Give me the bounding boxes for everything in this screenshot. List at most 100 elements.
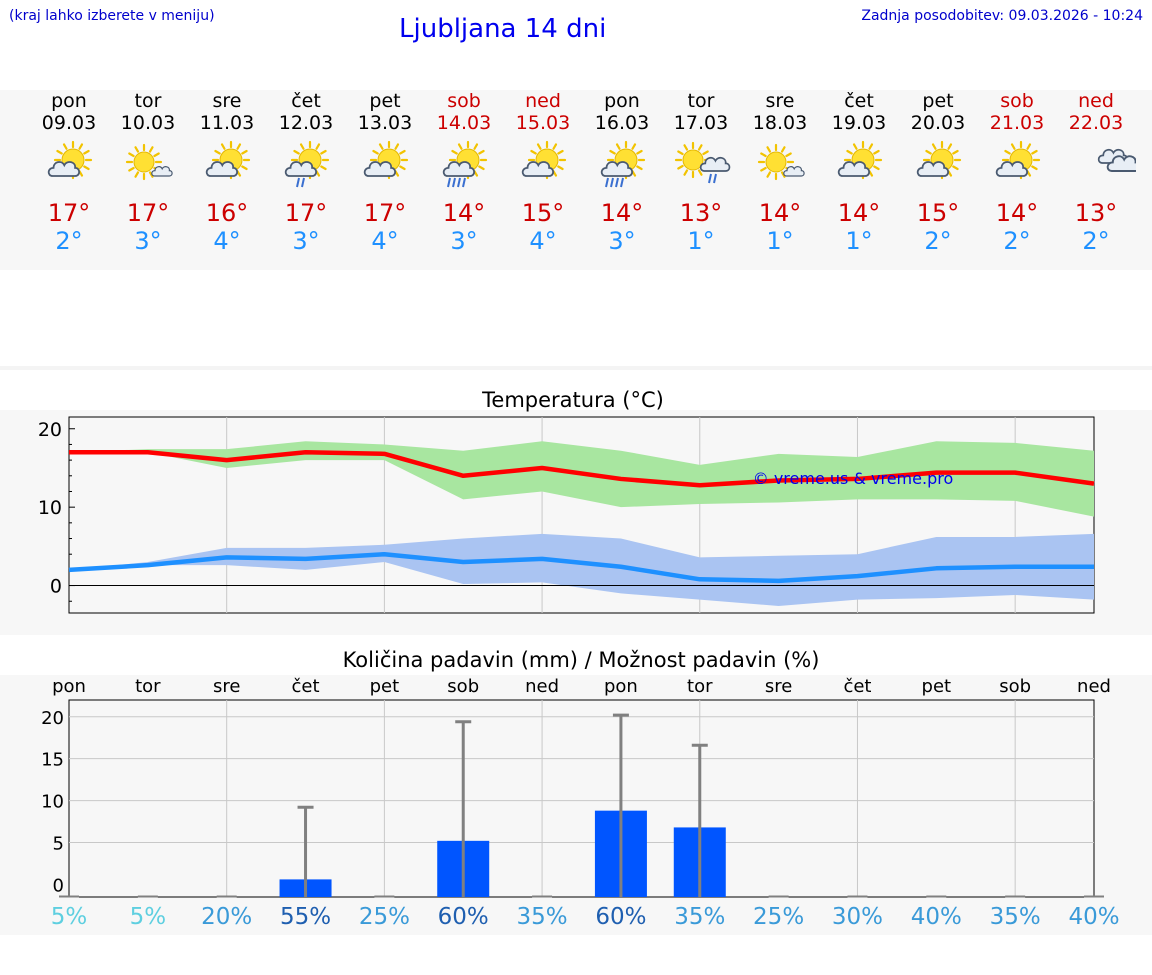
temp-min: 3° bbox=[450, 227, 478, 255]
light-rain-icon bbox=[296, 177, 305, 188]
sun-cloud-shower-icon bbox=[674, 141, 731, 184]
precip-day-label: sob bbox=[447, 676, 480, 697]
cloud-icon bbox=[837, 161, 871, 177]
temp-min: 1° bbox=[766, 227, 794, 255]
precip-day-label: pon bbox=[52, 676, 86, 697]
precip-probability: 55% bbox=[279, 904, 332, 930]
cloud-icon bbox=[151, 166, 173, 177]
temp-min: 2° bbox=[55, 227, 83, 255]
day-name: tor bbox=[134, 90, 162, 112]
day-date: 18.03 bbox=[752, 112, 808, 134]
min-range-band bbox=[69, 533, 1094, 606]
precip-probability: 30% bbox=[831, 904, 884, 930]
temp-max: 15° bbox=[521, 199, 565, 227]
day-name: sob bbox=[447, 90, 481, 112]
sun-cloud-light-rain-icon bbox=[284, 140, 330, 188]
cloud-icon bbox=[916, 161, 950, 177]
temp-min: 4° bbox=[213, 227, 241, 255]
rain-icon bbox=[447, 177, 466, 188]
precipitation-chart-title: Količina padavin (mm) / Možnost padavin … bbox=[342, 648, 820, 672]
max-temp-line bbox=[69, 450, 1095, 488]
temp-min: 3° bbox=[608, 227, 636, 255]
precip-day-label: pet bbox=[369, 676, 400, 697]
cloud-icon bbox=[995, 161, 1029, 177]
day-date: 09.03 bbox=[41, 112, 97, 134]
temp-max: 17° bbox=[126, 199, 170, 227]
precip-probability: 40% bbox=[1068, 904, 1120, 930]
divider bbox=[0, 366, 1152, 370]
precip-day-label: čet bbox=[291, 676, 320, 697]
precip-probability: 25% bbox=[358, 904, 410, 930]
temp-max: 15° bbox=[916, 199, 960, 227]
day-date: 21.03 bbox=[989, 112, 1045, 134]
sun-cloud-rain-icon bbox=[600, 140, 646, 188]
temp-min: 1° bbox=[845, 227, 873, 255]
precip-day-label: ned bbox=[1077, 676, 1111, 697]
y-tick-label: 10 bbox=[41, 792, 64, 813]
day-date: 13.03 bbox=[357, 112, 413, 134]
precip-probability: 25% bbox=[753, 904, 805, 930]
temp-max: 14° bbox=[442, 199, 486, 227]
temp-min: 2° bbox=[924, 227, 952, 255]
day-name: pet bbox=[369, 90, 401, 112]
precip-day-label: sob bbox=[999, 676, 1032, 697]
cloud-icon bbox=[442, 161, 476, 177]
y-tick-label: 10 bbox=[38, 497, 62, 519]
day-date: 20.03 bbox=[910, 112, 966, 134]
day-date: 10.03 bbox=[120, 112, 176, 134]
temp-max: 14° bbox=[837, 199, 881, 227]
temp-min: 3° bbox=[134, 227, 162, 255]
day-name: ned bbox=[1078, 90, 1114, 112]
cloud-icon bbox=[783, 166, 805, 177]
y-tick-label: 0 bbox=[53, 875, 64, 896]
sun-icon bbox=[674, 141, 712, 179]
sun-cloud-rain-icon bbox=[442, 140, 488, 188]
cloud-icon bbox=[1106, 155, 1136, 172]
precip-probability: 40% bbox=[910, 904, 962, 930]
day-date: 14.03 bbox=[436, 112, 492, 134]
day-name: sre bbox=[765, 90, 795, 112]
plot-area bbox=[68, 699, 1095, 898]
precip-probability: 60% bbox=[595, 904, 647, 930]
precip-probability: 5% bbox=[129, 904, 167, 930]
temperature-chart-title: Temperatura (°C) bbox=[482, 388, 664, 412]
cloud-icon bbox=[363, 161, 397, 177]
precip-day-label: čet bbox=[843, 676, 872, 697]
partly-cloudy-sun-icon bbox=[837, 140, 883, 180]
day-date: 19.03 bbox=[831, 112, 887, 134]
temp-max: 13° bbox=[1074, 199, 1118, 227]
temp-min: 1° bbox=[687, 227, 715, 255]
temp-min: 2° bbox=[1003, 227, 1031, 255]
day-name: pet bbox=[922, 90, 954, 112]
day-name: sob bbox=[1000, 90, 1034, 112]
partly-cloudy-sun-icon bbox=[363, 140, 409, 180]
precip-probability: 5% bbox=[50, 904, 88, 930]
partly-cloudy-sun-icon bbox=[995, 140, 1041, 180]
max-range-band bbox=[69, 441, 1094, 517]
day-date: 12.03 bbox=[278, 112, 334, 134]
cloud-icon bbox=[521, 161, 555, 177]
precip-day-label: sre bbox=[212, 676, 241, 697]
y-tick-label: 5 bbox=[53, 834, 64, 855]
temp-max: 13° bbox=[679, 199, 723, 227]
precip-day-label: tor bbox=[687, 676, 713, 697]
precip-probability: 35% bbox=[989, 904, 1041, 930]
temp-max: 14° bbox=[995, 199, 1039, 227]
precip-day-label: sre bbox=[764, 676, 793, 697]
precip-probability: 35% bbox=[674, 904, 726, 930]
temp-max: 16° bbox=[205, 199, 249, 227]
precip-probability: 35% bbox=[516, 904, 568, 930]
sun-small-cloud-icon bbox=[125, 143, 173, 181]
day-name: čet bbox=[844, 90, 874, 112]
sun-icon bbox=[922, 140, 962, 180]
temp-min: 4° bbox=[529, 227, 557, 255]
day-name: ned bbox=[525, 90, 561, 112]
temp-min: 4° bbox=[371, 227, 399, 255]
partly-cloudy-sun-icon bbox=[205, 140, 251, 180]
day-name: tor bbox=[687, 90, 715, 112]
location-hint: (kraj lahko izberete v meniju) bbox=[9, 8, 215, 24]
cloud-icon bbox=[47, 161, 81, 177]
precip-probability: 60% bbox=[437, 904, 489, 930]
